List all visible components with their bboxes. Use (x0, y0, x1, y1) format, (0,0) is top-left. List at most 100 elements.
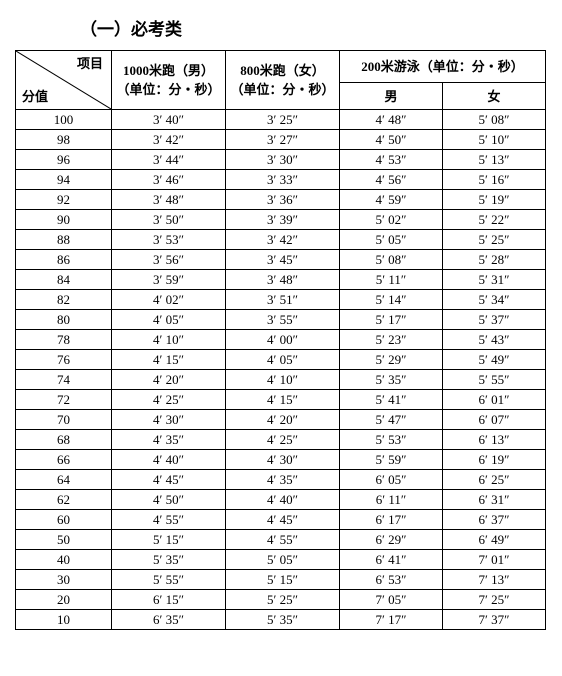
cell-score: 20 (16, 590, 112, 610)
cell-c3: 4′ 48″ (340, 110, 443, 130)
cell-c4: 6′ 07″ (443, 410, 546, 430)
cell-c3: 5′ 05″ (340, 230, 443, 250)
cell-c4: 6′ 37″ (443, 510, 546, 530)
table-row: 784′ 10″4′ 00″5′ 23″5′ 43″ (16, 330, 546, 350)
cell-c4: 5′ 19″ (443, 190, 546, 210)
cell-c4: 5′ 08″ (443, 110, 546, 130)
table-row: 843′ 59″3′ 48″5′ 11″5′ 31″ (16, 270, 546, 290)
cell-c1: 4′ 55″ (112, 510, 226, 530)
table-row: 305′ 55″5′ 15″6′ 53″7′ 13″ (16, 570, 546, 590)
cell-score: 98 (16, 130, 112, 150)
cell-c3: 5′ 29″ (340, 350, 443, 370)
cell-score: 80 (16, 310, 112, 330)
table-row: 744′ 20″4′ 10″5′ 35″5′ 55″ (16, 370, 546, 390)
cell-c2: 4′ 40″ (226, 490, 340, 510)
cell-score: 88 (16, 230, 112, 250)
cell-c4: 7′ 01″ (443, 550, 546, 570)
table-row: 1003′ 40″3′ 25″4′ 48″5′ 08″ (16, 110, 546, 130)
cell-score: 50 (16, 530, 112, 550)
cell-c3: 5′ 02″ (340, 210, 443, 230)
cell-c3: 5′ 41″ (340, 390, 443, 410)
cell-c3: 7′ 17″ (340, 610, 443, 630)
cell-score: 64 (16, 470, 112, 490)
cell-score: 90 (16, 210, 112, 230)
cell-score: 30 (16, 570, 112, 590)
cell-c3: 6′ 11″ (340, 490, 443, 510)
header-diagonal: 项目 分值 (16, 51, 112, 110)
cell-score: 10 (16, 610, 112, 630)
cell-c4: 5′ 22″ (443, 210, 546, 230)
cell-c3: 4′ 59″ (340, 190, 443, 210)
cell-c2: 3′ 25″ (226, 110, 340, 130)
table-body: 1003′ 40″3′ 25″4′ 48″5′ 08″983′ 42″3′ 27… (16, 110, 546, 630)
cell-c2: 4′ 10″ (226, 370, 340, 390)
header-swim-female: 女 (443, 83, 546, 110)
cell-c1: 3′ 53″ (112, 230, 226, 250)
cell-c1: 4′ 45″ (112, 470, 226, 490)
cell-c1: 3′ 44″ (112, 150, 226, 170)
cell-c2: 4′ 55″ (226, 530, 340, 550)
cell-c4: 5′ 37″ (443, 310, 546, 330)
cell-c2: 5′ 05″ (226, 550, 340, 570)
cell-c1: 4′ 50″ (112, 490, 226, 510)
cell-c3: 5′ 17″ (340, 310, 443, 330)
cell-c2: 3′ 30″ (226, 150, 340, 170)
cell-c1: 4′ 15″ (112, 350, 226, 370)
cell-c4: 5′ 55″ (443, 370, 546, 390)
section-title: （一）必考类 (80, 15, 547, 40)
header-bottom-label: 分值 (22, 87, 48, 106)
cell-c2: 4′ 25″ (226, 430, 340, 450)
cell-score: 86 (16, 250, 112, 270)
cell-c3: 4′ 50″ (340, 130, 443, 150)
table-row: 943′ 46″3′ 33″4′ 56″5′ 16″ (16, 170, 546, 190)
cell-c1: 4′ 02″ (112, 290, 226, 310)
cell-c2: 5′ 35″ (226, 610, 340, 630)
cell-c4: 7′ 13″ (443, 570, 546, 590)
cell-c4: 6′ 49″ (443, 530, 546, 550)
cell-c1: 3′ 46″ (112, 170, 226, 190)
cell-c4: 6′ 13″ (443, 430, 546, 450)
cell-c3: 4′ 53″ (340, 150, 443, 170)
cell-score: 100 (16, 110, 112, 130)
cell-c2: 4′ 30″ (226, 450, 340, 470)
table-row: 664′ 40″4′ 30″5′ 59″6′ 19″ (16, 450, 546, 470)
cell-c4: 5′ 34″ (443, 290, 546, 310)
cell-c4: 6′ 19″ (443, 450, 546, 470)
cell-c1: 3′ 50″ (112, 210, 226, 230)
header-800m: 800米跑（女） （单位：分・秒） (226, 51, 340, 110)
cell-c1: 3′ 48″ (112, 190, 226, 210)
cell-c3: 4′ 56″ (340, 170, 443, 190)
cell-c1: 3′ 56″ (112, 250, 226, 270)
cell-c3: 6′ 41″ (340, 550, 443, 570)
cell-c2: 3′ 33″ (226, 170, 340, 190)
table-row: 106′ 35″5′ 35″7′ 17″7′ 37″ (16, 610, 546, 630)
cell-score: 92 (16, 190, 112, 210)
table-row: 684′ 35″4′ 25″5′ 53″6′ 13″ (16, 430, 546, 450)
cell-c2: 3′ 36″ (226, 190, 340, 210)
header-swim-male: 男 (340, 83, 443, 110)
cell-c3: 5′ 47″ (340, 410, 443, 430)
cell-c3: 6′ 29″ (340, 530, 443, 550)
cell-score: 72 (16, 390, 112, 410)
header-top-label: 项目 (77, 54, 103, 73)
cell-c3: 6′ 05″ (340, 470, 443, 490)
header-800m-line2: （单位：分・秒） (226, 80, 339, 100)
cell-c4: 7′ 37″ (443, 610, 546, 630)
cell-c1: 5′ 35″ (112, 550, 226, 570)
header-swim: 200米游泳（单位：分・秒） (340, 51, 546, 83)
table-row: 505′ 15″4′ 55″6′ 29″6′ 49″ (16, 530, 546, 550)
cell-score: 70 (16, 410, 112, 430)
table-row: 903′ 50″3′ 39″5′ 02″5′ 22″ (16, 210, 546, 230)
table-row: 863′ 56″3′ 45″5′ 08″5′ 28″ (16, 250, 546, 270)
table-row: 624′ 50″4′ 40″6′ 11″6′ 31″ (16, 490, 546, 510)
cell-c4: 7′ 25″ (443, 590, 546, 610)
header-1000m: 1000米跑（男） （单位：分・秒） (112, 51, 226, 110)
cell-c1: 4′ 30″ (112, 410, 226, 430)
cell-c2: 3′ 55″ (226, 310, 340, 330)
cell-c1: 4′ 25″ (112, 390, 226, 410)
cell-score: 62 (16, 490, 112, 510)
cell-c2: 4′ 00″ (226, 330, 340, 350)
cell-c4: 5′ 10″ (443, 130, 546, 150)
cell-c3: 5′ 23″ (340, 330, 443, 350)
cell-score: 84 (16, 270, 112, 290)
